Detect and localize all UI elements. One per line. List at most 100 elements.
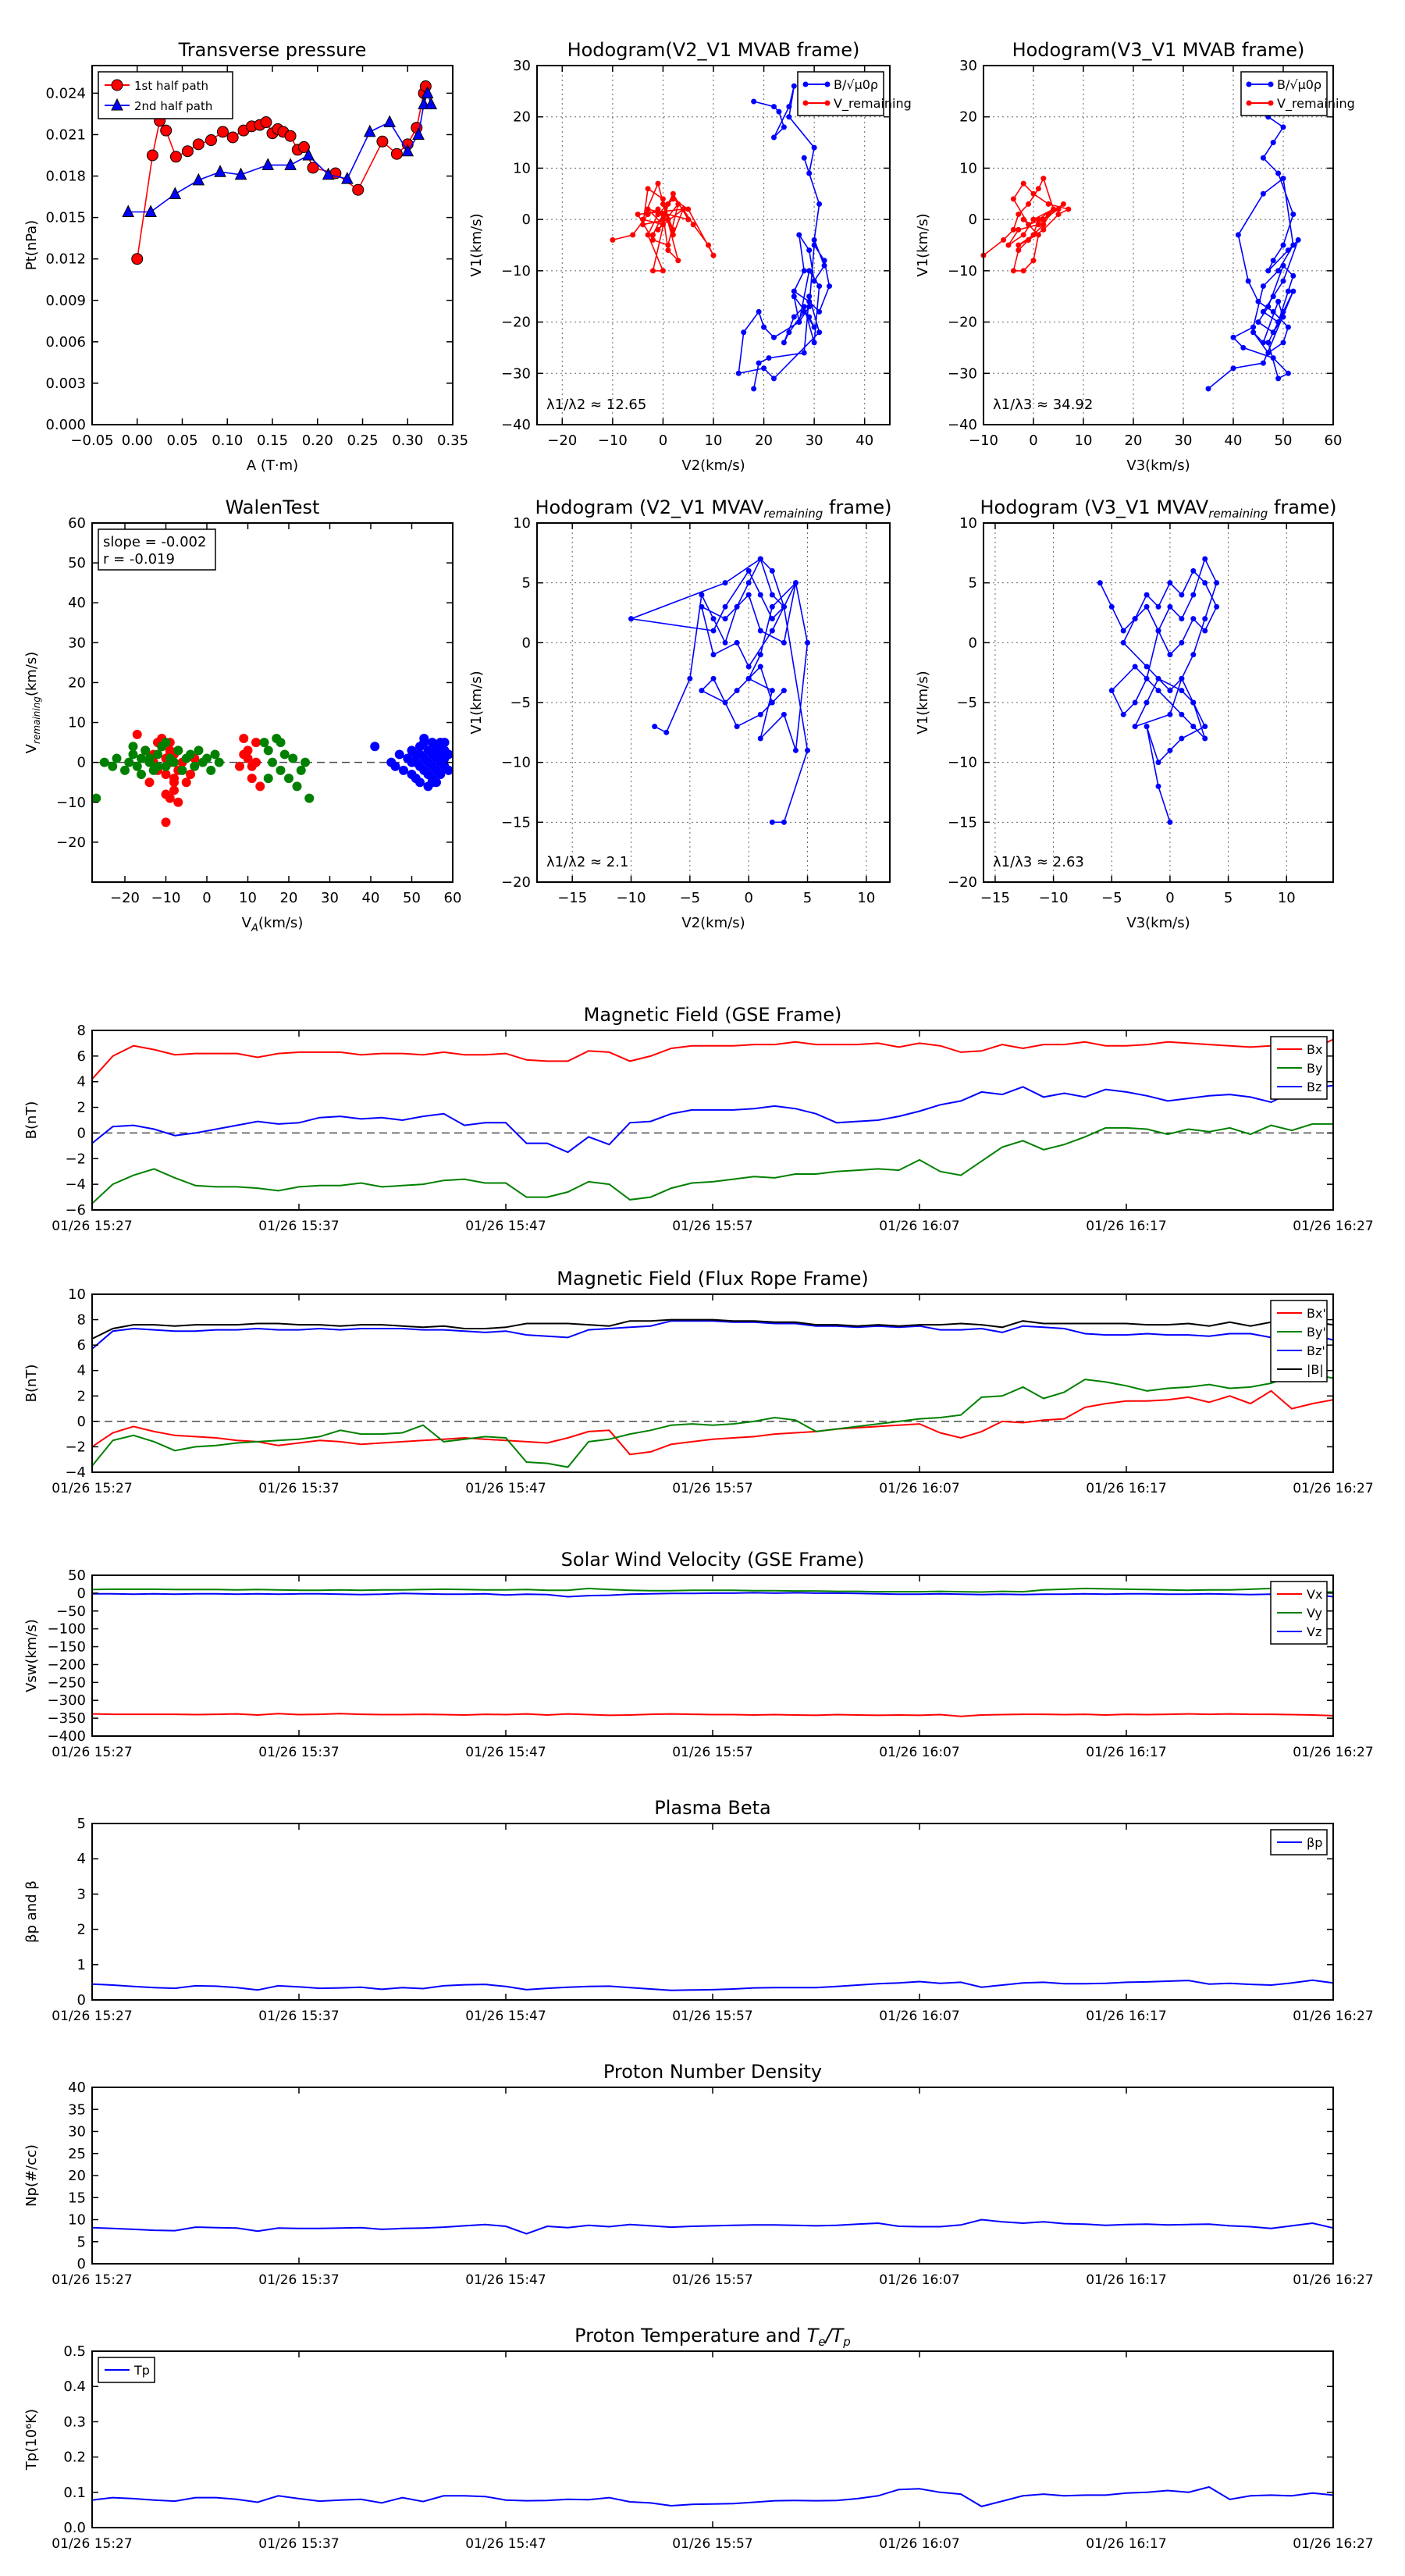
x-tick-label: 01/26 15:47 [465,2536,546,2552]
data-point [1260,360,1266,366]
x-tick-label: −10 [151,890,181,906]
y-tick-label: 0.015 [45,210,86,226]
x-tick-label: 0.35 [437,432,468,449]
annotation-text: r = -0.019 [103,551,175,568]
y-tick-label: 10 [959,160,977,176]
data-point [670,226,676,233]
data-point [1179,688,1185,694]
y-tick-label: −10 [501,263,531,279]
data-point [1055,206,1062,212]
y-tick-label: 4 [77,1851,86,1867]
data-point [190,761,200,771]
series--b--line [91,1318,1334,1340]
data-point [645,232,651,238]
data-point [1167,603,1173,610]
data-point [805,639,811,646]
x-tick-label: 20 [1125,432,1143,449]
data-point [1016,212,1022,218]
x-tick-label: 5 [1224,890,1232,906]
data-point [1285,324,1291,330]
data-point [390,761,400,771]
x-tick-label: 01/26 15:37 [258,1481,339,1496]
series-vy-line [91,1587,1334,1593]
data-point [260,116,272,129]
data-point [1060,201,1066,207]
y-tick-label: −20 [948,874,977,891]
data-point [279,749,290,760]
data-point [132,729,142,739]
data-point [234,167,247,180]
series-h3-0-line [628,557,809,824]
data-point [99,757,109,767]
data-point [1167,652,1173,658]
data-point [1265,304,1272,310]
data-point [1155,603,1161,610]
data-point [806,294,813,300]
data-point [1108,603,1115,610]
x-tick-label: 01/26 15:57 [672,2536,752,2552]
data-point [745,664,752,670]
data-point [1202,556,1208,562]
data-point [235,761,244,771]
x-tick-label: 01/26 15:57 [672,2008,752,2024]
data-point [1065,206,1072,212]
x-tick-label: 0 [1165,890,1174,906]
series-bz-line [91,1084,1334,1154]
plot-frame [91,522,454,883]
data-point [796,232,802,238]
data-point [1270,355,1276,361]
data-point [1167,711,1173,717]
data-point [1179,735,1185,742]
data-point [165,745,175,756]
data-point [791,83,797,89]
data-point [660,201,666,207]
x-tick-label: 01/26 15:37 [258,1219,339,1234]
legend-box [98,71,233,119]
data-point [756,360,762,366]
chart-title: Proton Temperature and Te/Tp [574,2325,851,2349]
x-tick-label: 01/26 15:57 [672,1745,752,1760]
y-tick-label: 0 [77,1125,86,1141]
annotation-box [98,528,216,571]
data-point [821,258,827,264]
data-point [1202,735,1208,742]
data-point [806,170,813,176]
y-tick-label: 5 [77,2234,86,2250]
y-tick-label: 0.009 [45,293,86,309]
data-point [1040,226,1047,233]
y-tick-label: 0 [969,635,977,651]
legend-marker [1246,100,1252,106]
x-tick-label: 60 [444,890,462,906]
data-point [757,628,763,634]
data-point [660,268,666,274]
x-tick-label: 01/26 15:47 [465,2008,546,2024]
y-axis-label: V1(km/s) [915,213,931,276]
x-tick-label: 01/26 16:27 [1293,1745,1373,1760]
x-tick-label: 10 [1075,432,1093,449]
data-point [153,749,162,760]
data-point [781,603,787,610]
x-tick-label: −15 [980,890,1010,906]
legend-label: |B| [1307,1362,1324,1377]
x-tick-label: 01/26 16:27 [1293,1219,1373,1234]
y-axis-label: V1(km/s) [468,671,485,734]
data-point [1285,370,1291,376]
data-point [801,308,807,315]
data-point [1190,652,1197,658]
x-tick-label: 01/26 16:07 [879,1481,959,1496]
data-point [635,212,641,218]
x-tick-label: 01/26 15:57 [672,2272,752,2288]
data-point [186,749,195,760]
x-tick-label: 0.10 [212,432,243,449]
x-tick-label: 01/26 15:37 [258,2272,339,2288]
y-tick-label: 0.021 [45,126,86,143]
data-point [439,745,450,756]
y-tick-label: 0 [77,1414,86,1430]
x-tick-label: −15 [557,890,587,906]
data-point [415,777,425,788]
data-point [1260,155,1266,161]
data-point [263,745,273,756]
y-tick-label: −50 [56,1603,86,1620]
y-tick-label: 0.0 [63,2520,86,2536]
x-tick-label: 0.05 [166,432,197,449]
